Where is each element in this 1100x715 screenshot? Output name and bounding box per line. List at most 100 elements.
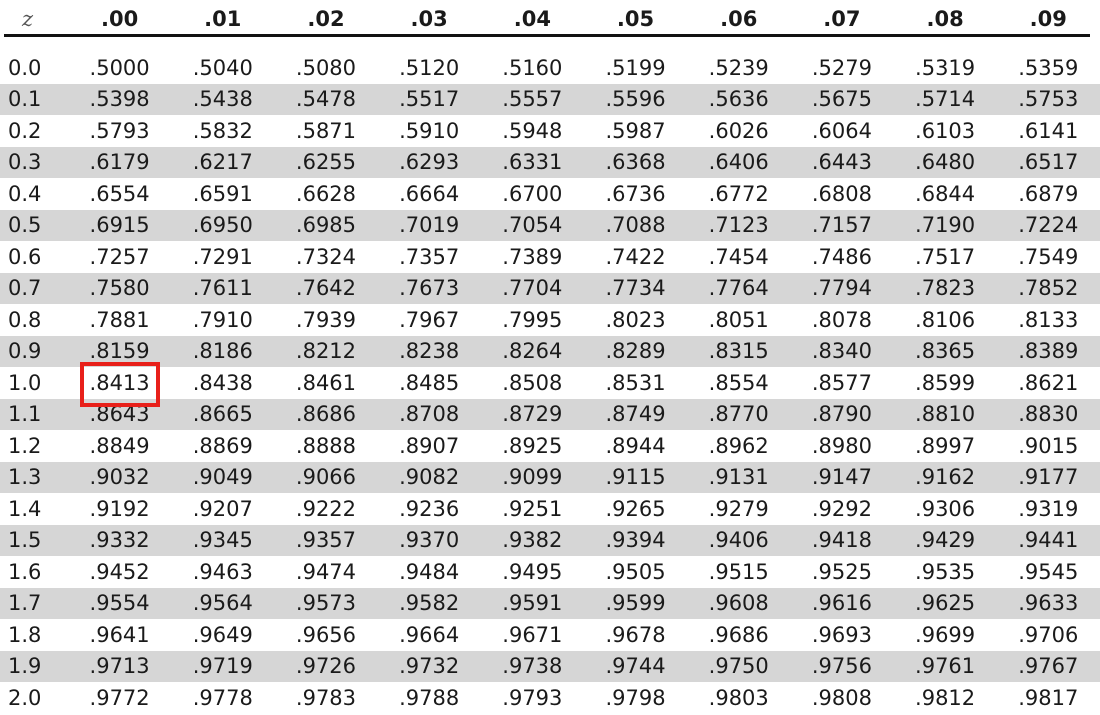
probability-cell: .9463 xyxy=(192,559,253,584)
probability-cell: .8461 xyxy=(295,370,357,395)
probability-cell: .9418 xyxy=(811,528,872,553)
probability-cell: .9750 xyxy=(708,654,769,679)
probability-cell: .6255 xyxy=(295,150,357,175)
probability-cell: .7088 xyxy=(605,213,666,238)
probability-cell: .9222 xyxy=(295,496,357,521)
z-value: 0.5 xyxy=(8,213,42,238)
probability-cell: .8078 xyxy=(811,307,872,332)
probability-cell: .7967 xyxy=(399,307,460,332)
probability-cell: .7224 xyxy=(1018,213,1079,238)
probability-cell: .5359 xyxy=(1018,55,1079,80)
probability-cell: .9032 xyxy=(89,465,150,490)
probability-cell: .9162 xyxy=(915,465,976,490)
probability-cell: .7486 xyxy=(811,244,872,269)
probability-cell: .7157 xyxy=(811,213,872,238)
column-header: .00 xyxy=(100,7,139,31)
probability-cell: .9778 xyxy=(192,685,253,710)
z-value: 0.2 xyxy=(8,118,42,143)
column-header: .06 xyxy=(720,7,758,31)
z-value: 1.7 xyxy=(8,591,42,616)
probability-cell: .9495 xyxy=(502,559,563,584)
probability-cell: .7517 xyxy=(915,244,976,269)
probability-cell: .8577 xyxy=(811,370,872,395)
probability-cell: .9633 xyxy=(1018,591,1079,616)
probability-cell: .8508 xyxy=(502,370,563,395)
probability-cell: .9798 xyxy=(605,685,666,710)
probability-cell: .6664 xyxy=(399,181,460,206)
column-header: .09 xyxy=(1029,7,1067,31)
table-row: 2.0 .9772 .9778 .9783 .9788 .9793 .9798 .9803 .9… xyxy=(0,682,1100,714)
probability-cell: .5398 xyxy=(89,87,150,112)
probability-cell: .9115 xyxy=(605,465,666,490)
probability-cell: .8186 xyxy=(192,339,253,364)
probability-cell: .6915 xyxy=(89,213,150,238)
table-row: 0.0 .5000 .5040 .5080 .5120 .5160 .5199 .5239 .5… xyxy=(0,52,1100,84)
probability-cell: .9099 xyxy=(502,465,563,490)
probability-cell: .8869 xyxy=(192,433,253,458)
probability-cell: .6628 xyxy=(295,181,357,206)
table-row: 1.3 .9032 .9049 .9066 .9082 .9099 .9115 .9131 .9… xyxy=(0,461,1100,493)
probability-cell: .5948 xyxy=(502,118,563,143)
probability-cell: .7291 xyxy=(192,244,253,269)
probability-cell: .9525 xyxy=(811,559,872,584)
probability-cell: .5793 xyxy=(89,118,150,143)
probability-cell: .9082 xyxy=(399,465,460,490)
probability-cell: .5517 xyxy=(399,87,460,112)
probability-cell: .5832 xyxy=(192,118,253,143)
z-value: 1.2 xyxy=(8,433,42,458)
table-row: 1.6 .9452 .9463 .9474 .9484 .9495 .9505 .9515 .9… xyxy=(0,556,1100,588)
probability-cell: .9761 xyxy=(915,654,976,679)
probability-cell: .6736 xyxy=(605,181,666,206)
probability-cell: .7734 xyxy=(605,276,666,301)
z-value: 1.1 xyxy=(8,402,42,427)
probability-cell: .9394 xyxy=(605,528,666,553)
probability-cell: .9732 xyxy=(399,654,460,679)
probability-cell: .7123 xyxy=(708,213,769,238)
z-value: 1.5 xyxy=(8,528,42,553)
probability-cell: .5080 xyxy=(295,55,357,80)
probability-cell: .8023 xyxy=(605,307,666,332)
probability-cell: .5871 xyxy=(295,118,357,143)
probability-cell: .9649 xyxy=(192,622,253,647)
probability-cell: .9429 xyxy=(915,528,976,553)
probability-cell: .8413 xyxy=(89,370,150,395)
probability-cell: .9292 xyxy=(811,496,872,521)
probability-cell: .9744 xyxy=(605,654,666,679)
probability-cell: .9265 xyxy=(605,496,666,521)
probability-cell: .9767 xyxy=(1018,654,1079,679)
probability-cell: .8708 xyxy=(399,402,460,427)
probability-cell: .9573 xyxy=(295,591,357,616)
probability-cell: .5596 xyxy=(605,87,666,112)
probability-cell: .9641 xyxy=(89,622,150,647)
probability-cell: .8810 xyxy=(915,402,976,427)
probability-cell: .6808 xyxy=(811,181,872,206)
table-row: 0.8 .7881 .7910 .7939 .7967 .7995 .8023 .8051 .8… xyxy=(0,304,1100,336)
probability-cell: .7257 xyxy=(89,244,150,269)
probability-cell: .9772 xyxy=(89,685,150,710)
probability-cell: .9236 xyxy=(399,496,460,521)
table-row: 0.3 .6179 .6217 .6255 .6293 .6331 .6368 .6406 .6… xyxy=(0,146,1100,178)
probability-cell: .6406 xyxy=(708,150,769,175)
probability-cell: .9616 xyxy=(811,591,872,616)
column-header: .05 xyxy=(616,7,655,31)
table-row: 0.6 .7257 .7291 .7324 .7357 .7389 .7422 .7454 .7… xyxy=(0,241,1100,273)
probability-cell: .9535 xyxy=(915,559,976,584)
table-row: 1.0 .8413 .8438 .8461 .8485 .8508 .8531 .8554 .8… xyxy=(0,367,1100,399)
probability-cell: .7823 xyxy=(915,276,976,301)
probability-cell: .9817 xyxy=(1018,685,1079,710)
probability-cell: .8790 xyxy=(811,402,872,427)
probability-cell: .9382 xyxy=(502,528,563,553)
probability-cell: .9664 xyxy=(399,622,460,647)
probability-cell: .6950 xyxy=(192,213,253,238)
probability-cell: .9207 xyxy=(192,496,253,521)
probability-cell: .5753 xyxy=(1018,87,1079,112)
probability-cell: .8106 xyxy=(915,307,976,332)
z-value: 0.8 xyxy=(8,307,42,332)
probability-cell: .9177 xyxy=(1018,465,1079,490)
probability-cell: .8438 xyxy=(192,370,253,395)
probability-cell: .9625 xyxy=(915,591,976,616)
probability-cell: .6026 xyxy=(708,118,769,143)
probability-cell: .6368 xyxy=(605,150,666,175)
probability-cell: .9808 xyxy=(811,685,872,710)
probability-cell: .9656 xyxy=(295,622,357,647)
